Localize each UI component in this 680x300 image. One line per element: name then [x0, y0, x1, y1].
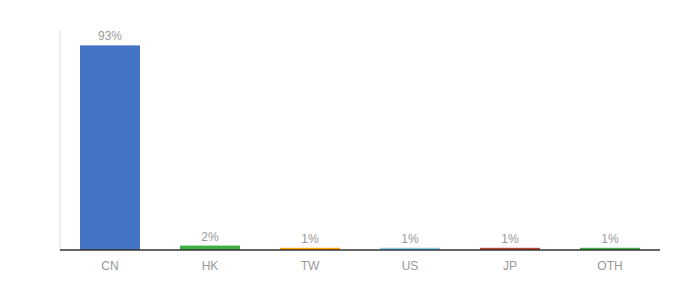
bars — [80, 45, 640, 250]
x-tick-label: CN — [101, 259, 118, 273]
y-axis-line — [60, 30, 61, 250]
data-label: 1% — [401, 232, 419, 246]
x-tick-label: US — [402, 259, 419, 273]
data-label: 1% — [301, 232, 319, 246]
data-label: 1% — [601, 232, 619, 246]
x-tick-label: TW — [301, 259, 320, 273]
chart: 93% 2% 1% 1% 1% 1% CN HK TW US JP OTH — [0, 0, 680, 300]
data-label: 1% — [501, 232, 519, 246]
chart-container: 93% 2% 1% 1% 1% 1% CN HK TW US JP OTH — [0, 0, 680, 300]
data-label: 2% — [201, 230, 219, 244]
bar — [80, 45, 140, 250]
data-label: 93% — [98, 29, 122, 43]
x-axis-line — [60, 249, 660, 251]
x-tick-label: JP — [503, 259, 517, 273]
x-tick-label: OTH — [597, 259, 622, 273]
x-tick-label: HK — [202, 259, 219, 273]
